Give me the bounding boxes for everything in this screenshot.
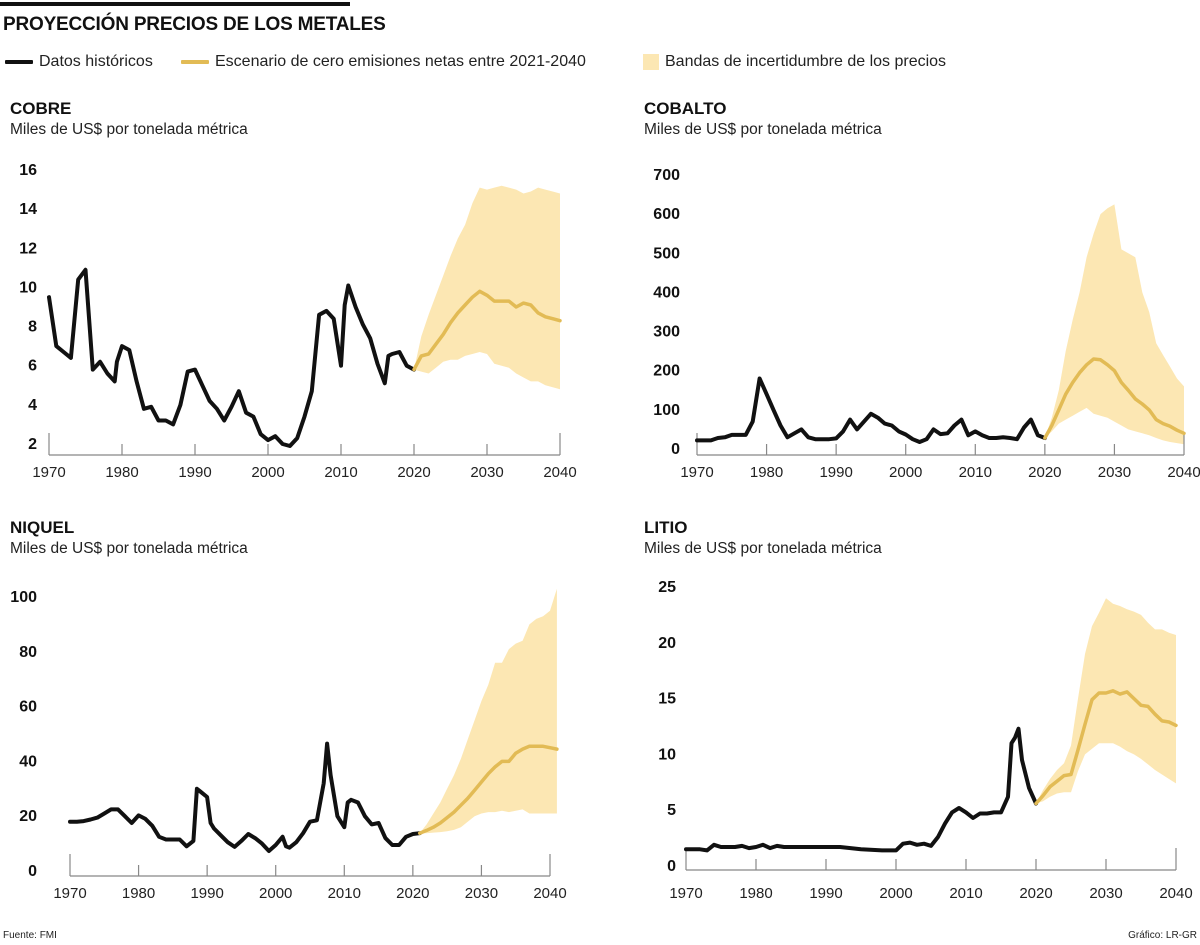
legend-band: Bandas de incertidumbre de los precios bbox=[643, 53, 946, 71]
cobre-y-tick-label: 10 bbox=[19, 279, 37, 296]
cobre-x-tick-label: 1980 bbox=[105, 464, 138, 481]
cobre-x-tick-label: 1990 bbox=[178, 464, 211, 481]
niquel-historical-line bbox=[68, 741, 422, 853]
niquel-uncertainty-band bbox=[419, 588, 557, 834]
litio-subtitle: Miles de US$ por tonelada métrica bbox=[644, 540, 882, 557]
niquel-subtitle: Miles de US$ por tonelada métrica bbox=[10, 540, 248, 557]
niquel-x-tick-label: 2020 bbox=[396, 885, 429, 902]
cobalto-title: COBALTO bbox=[644, 99, 727, 118]
cobre-y-tick-label: 6 bbox=[28, 358, 37, 375]
litio-y-tick-label: 0 bbox=[667, 858, 676, 875]
cobre-y-tick-label: 4 bbox=[28, 397, 37, 414]
cobre-y-tick-label: 12 bbox=[19, 240, 37, 257]
niquel-y-tick-label: 60 bbox=[19, 699, 37, 716]
cobre-y-tick-label: 2 bbox=[28, 436, 37, 453]
credit-note: Gráfico: LR-GR bbox=[1128, 930, 1197, 941]
cobre-y-tick-label: 14 bbox=[19, 201, 37, 218]
litio-x-tick-label: 1970 bbox=[669, 885, 702, 902]
cobalto-y-tick-label: 100 bbox=[653, 402, 680, 419]
niquel-x-tick-label: 2040 bbox=[533, 885, 566, 902]
litio-x-tick-label: 1990 bbox=[809, 885, 842, 902]
niquel-x-tick-label: 2000 bbox=[259, 885, 292, 902]
legend-scenario: Escenario de cero emisiones netas entre … bbox=[181, 53, 586, 71]
cobre-y-tick-label: 8 bbox=[28, 319, 37, 336]
cobalto-y-tick-label: 0 bbox=[671, 441, 680, 458]
niquel-x-tick-label: 1980 bbox=[122, 885, 155, 902]
cobre-x-tick-label: 2020 bbox=[397, 464, 430, 481]
legend-band-swatch bbox=[643, 54, 659, 70]
niquel-y-tick-label: 0 bbox=[28, 863, 37, 880]
cobre-uncertainty-band bbox=[414, 185, 560, 390]
litio-x-tick-label: 2010 bbox=[949, 885, 982, 902]
niquel-x-tick-label: 2030 bbox=[465, 885, 498, 902]
cobalto-x-tick-label: 1990 bbox=[819, 464, 852, 481]
source-note: Fuente: FMI bbox=[3, 930, 57, 941]
cobre-title: COBRE bbox=[10, 99, 72, 118]
litio-x-tick-label: 2000 bbox=[879, 885, 912, 902]
legend-historical-swatch bbox=[5, 60, 33, 64]
cobalto-x-tick-label: 2000 bbox=[889, 464, 922, 481]
cobalto-y-tick-label: 300 bbox=[653, 324, 680, 341]
page-title: PROYECCIÓN PRECIOS DE LOS METALES bbox=[3, 14, 386, 35]
litio-historical-line bbox=[684, 726, 1038, 853]
legend-historical: Datos históricos bbox=[5, 53, 153, 71]
cobalto-x-tick-label: 1980 bbox=[750, 464, 783, 481]
cobalto-uncertainty-band bbox=[1044, 204, 1184, 445]
cobre-historical-line bbox=[47, 267, 416, 448]
title-rule bbox=[0, 2, 350, 6]
cobalto-y-tick-label: 500 bbox=[653, 245, 680, 262]
legend-historical-label: Datos históricos bbox=[39, 53, 153, 70]
legend-scenario-label: Escenario de cero emisiones netas entre … bbox=[215, 53, 586, 70]
cobalto-subtitle: Miles de US$ por tonelada métrica bbox=[644, 121, 882, 138]
litio-y-tick-label: 5 bbox=[667, 802, 676, 819]
litio-x-tick-label: 1980 bbox=[739, 885, 772, 902]
niquel-y-tick-label: 20 bbox=[19, 808, 37, 825]
cobalto-y-tick-label: 400 bbox=[653, 284, 680, 301]
litio-scenario-line bbox=[1034, 689, 1178, 806]
litio-x-tick-label: 2030 bbox=[1089, 885, 1122, 902]
legend-band-label: Bandas de incertidumbre de los precios bbox=[665, 53, 947, 70]
cobalto-x-tick-label: 2040 bbox=[1167, 464, 1200, 481]
niquel-x-tick-label: 2010 bbox=[328, 885, 361, 902]
cobre-subtitle: Miles de US$ por tonelada métrica bbox=[10, 121, 248, 138]
cobre-y-tick-label: 16 bbox=[19, 162, 37, 179]
litio-y-tick-label: 25 bbox=[658, 579, 676, 596]
cobre-x-tick-label: 2010 bbox=[324, 464, 357, 481]
cobalto-scenario-line bbox=[1043, 357, 1186, 440]
cobalto-x-tick-label: 2030 bbox=[1098, 464, 1131, 481]
niquel-title: NIQUEL bbox=[10, 518, 75, 537]
niquel-scenario-line bbox=[417, 744, 559, 835]
cobalto-historical-line bbox=[695, 376, 1047, 444]
cobalto-y-tick-label: 200 bbox=[653, 363, 680, 380]
litio-title: LITIO bbox=[644, 518, 688, 537]
litio-y-tick-label: 20 bbox=[658, 635, 676, 652]
litio-y-tick-label: 10 bbox=[658, 746, 676, 763]
niquel-y-tick-label: 40 bbox=[19, 753, 37, 770]
litio-uncertainty-band bbox=[1036, 598, 1176, 804]
cobalto-y-tick-label: 700 bbox=[653, 167, 680, 184]
cobalto-x-tick-label: 1970 bbox=[680, 464, 713, 481]
niquel-y-tick-label: 80 bbox=[19, 644, 37, 661]
legend-scenario-swatch bbox=[181, 60, 209, 64]
cobre-x-tick-label: 1970 bbox=[32, 464, 65, 481]
cobre-x-tick-label: 2000 bbox=[251, 464, 284, 481]
cobre-x-tick-label: 2040 bbox=[543, 464, 576, 481]
cobalto-y-tick-label: 600 bbox=[653, 206, 680, 223]
niquel-x-tick-label: 1970 bbox=[53, 885, 86, 902]
niquel-x-tick-label: 1990 bbox=[190, 885, 223, 902]
cobalto-x-tick-label: 2020 bbox=[1028, 464, 1061, 481]
cobre-scenario-line bbox=[412, 289, 562, 372]
litio-x-tick-label: 2040 bbox=[1159, 885, 1192, 902]
litio-y-tick-label: 15 bbox=[658, 691, 676, 708]
cobalto-x-tick-label: 2010 bbox=[959, 464, 992, 481]
litio-x-tick-label: 2020 bbox=[1019, 885, 1052, 902]
niquel-y-tick-label: 100 bbox=[10, 589, 37, 606]
cobre-x-tick-label: 2030 bbox=[470, 464, 503, 481]
